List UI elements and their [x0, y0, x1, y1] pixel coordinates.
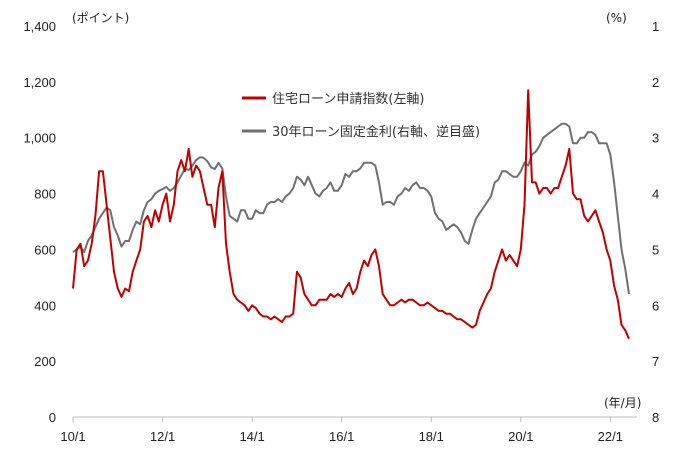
right-tick-label: 4 — [652, 187, 659, 202]
legend-label-30yr-fixed-rate: 30年ローン固定金利(右軸、逆目盛) — [272, 124, 480, 140]
x-tick-label: 18/1 — [419, 429, 444, 444]
legend: 住宅ローン申請指数(左軸) 30年ローン固定金利(右軸、逆目盛) — [242, 92, 480, 140]
x-tick-label: 10/1 — [60, 429, 85, 444]
left-tick-label: 200 — [34, 354, 56, 369]
x-tick-label: 12/1 — [150, 429, 175, 444]
series-line-mortgage-index — [72, 89, 630, 340]
left-tick-label: 0 — [49, 410, 56, 425]
left-axis-ticks: 0 200 400 600 800 1,000 1,200 1,400 — [23, 19, 56, 425]
left-tick-label: 600 — [34, 242, 56, 257]
x-axis-unit: (年/月) — [604, 396, 641, 410]
left-axis-unit: (ポイント) — [72, 11, 129, 25]
x-tick-label: 22/1 — [598, 429, 623, 444]
x-tick-label: 14/1 — [239, 429, 264, 444]
left-tick-label: 1,400 — [23, 19, 56, 34]
x-tick-label: 20/1 — [508, 429, 533, 444]
x-axis-ticks: 10/1 12/1 14/1 16/1 18/1 20/1 22/1 — [60, 417, 623, 444]
right-tick-label: 5 — [652, 242, 659, 257]
right-axis-ticks: 1 2 3 4 5 6 7 8 — [652, 19, 659, 425]
left-tick-label: 800 — [34, 187, 56, 202]
left-tick-label: 1,200 — [23, 75, 56, 90]
right-tick-label: 6 — [652, 298, 659, 313]
series-layer — [72, 89, 630, 340]
right-tick-label: 7 — [652, 354, 659, 369]
x-tick-label: 16/1 — [329, 429, 354, 444]
right-tick-label: 1 — [652, 19, 659, 34]
left-tick-label: 400 — [34, 298, 56, 313]
right-tick-label: 8 — [652, 410, 659, 425]
legend-label-mortgage-index: 住宅ローン申請指数(左軸) — [272, 92, 425, 107]
right-axis-unit: (%) — [606, 11, 627, 25]
right-tick-label: 2 — [652, 75, 659, 90]
right-tick-label: 3 — [652, 131, 659, 146]
series-line-30yr-fixed-rate — [72, 122, 630, 295]
left-tick-label: 1,000 — [23, 131, 56, 146]
